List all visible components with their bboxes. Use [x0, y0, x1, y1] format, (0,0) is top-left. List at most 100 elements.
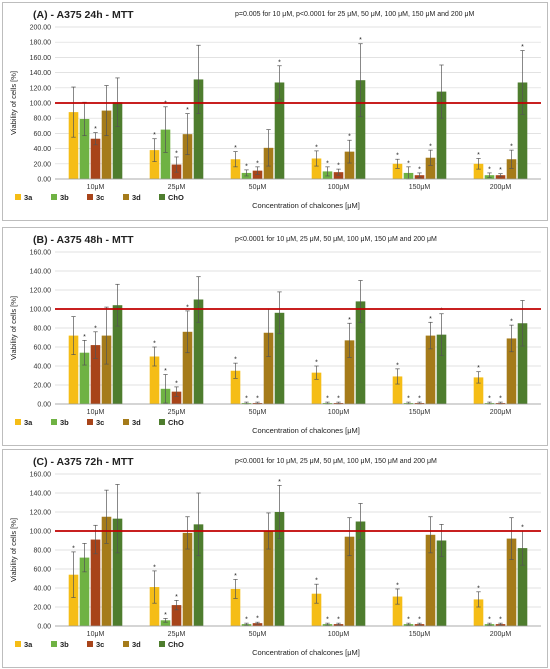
bar-3a: [149, 356, 160, 404]
significance-star: *: [499, 617, 502, 624]
bar-3a: [311, 593, 322, 626]
x-tick-label: 100μM: [328, 631, 350, 638]
x-tick-label: 10μM: [87, 631, 105, 638]
significance-star: *: [337, 163, 340, 170]
significance-star: *: [521, 525, 524, 532]
significance-star: *: [94, 325, 97, 332]
bar-3d: [101, 110, 112, 179]
bar-3c: [495, 175, 506, 179]
bar-3a: [149, 150, 160, 179]
legend-label-ChO: ChO: [168, 640, 184, 649]
bar-ChO: [517, 323, 528, 404]
y-tick-label: 60.00: [33, 345, 51, 352]
significance-star: *: [256, 616, 259, 623]
significance-star: *: [164, 612, 167, 619]
bar-ChO: [436, 334, 447, 404]
x-axis-title: Concentration of chalcones [μM]: [252, 426, 360, 435]
legend-swatch-ChO: [159, 419, 165, 425]
x-tick-label: 100μM: [328, 409, 350, 416]
x-tick-label: 25μM: [168, 184, 186, 191]
bar-3c: [252, 623, 263, 626]
bar-3a: [392, 596, 403, 626]
significance-star: *: [186, 304, 189, 311]
legend-swatch-ChO: [159, 194, 165, 200]
legend-label-3c: 3c: [96, 640, 104, 649]
y-tick-label: 80.00: [33, 116, 51, 123]
legend-swatch-ChO: [159, 641, 165, 647]
bar-3d: [344, 340, 355, 404]
x-tick-label: 200μM: [490, 409, 512, 416]
bar-ChO: [517, 548, 528, 626]
significance-star: *: [94, 126, 97, 133]
legend-swatch-3a: [15, 194, 21, 200]
significance-star: *: [488, 166, 491, 173]
bar-3d: [344, 151, 355, 179]
x-tick-label: 150μM: [409, 631, 431, 638]
x-tick-label: 150μM: [409, 409, 431, 416]
chart-panel-a: (A) - A375 24h - MTT p=0.005 for 10 μM, …: [2, 2, 548, 221]
legend-swatch-3d: [123, 419, 129, 425]
bar-3a: [473, 163, 484, 179]
significance-star: *: [477, 365, 480, 372]
y-tick-label: 180.00: [30, 40, 52, 47]
bar-ChO: [355, 80, 366, 179]
bar-3c: [171, 605, 182, 626]
legend-swatch-3a: [15, 641, 21, 647]
bar-3d: [506, 159, 517, 179]
bar-ChO: [193, 524, 204, 626]
significance-star: *: [315, 578, 318, 585]
y-tick-label: 20.00: [33, 605, 51, 612]
bar-3d: [425, 157, 436, 179]
legend-label-3a: 3a: [24, 418, 33, 427]
legend-label-ChO: ChO: [168, 418, 184, 427]
y-tick-label: 100.00: [30, 529, 52, 536]
bar-3d: [344, 536, 355, 626]
significance-star: *: [153, 132, 156, 139]
bar-3b: [79, 352, 90, 404]
y-tick-label: 0.00: [37, 402, 51, 409]
bar-ChO: [274, 512, 285, 626]
x-tick-label: 50μM: [249, 409, 267, 416]
x-tick-label: 150μM: [409, 184, 431, 191]
bar-3d: [506, 538, 517, 626]
x-tick-label: 100μM: [328, 184, 350, 191]
y-tick-label: 100.00: [30, 307, 52, 314]
significance-star: *: [488, 617, 491, 624]
significance-star: *: [245, 163, 248, 170]
y-tick-label: 120.00: [30, 510, 52, 517]
y-tick-label: 100.00: [30, 101, 52, 108]
x-tick-label: 25μM: [168, 409, 186, 416]
x-tick-label: 200μM: [490, 184, 512, 191]
significance-star: *: [315, 360, 318, 367]
significance-star: *: [488, 396, 491, 403]
y-tick-label: 80.00: [33, 548, 51, 555]
legend-label-3d: 3d: [132, 640, 141, 649]
y-axis-title: Viability of cells [%]: [9, 296, 18, 360]
bar-3a: [473, 377, 484, 404]
legend-label-3b: 3b: [60, 640, 69, 649]
significance-star: *: [315, 144, 318, 151]
y-tick-label: 20.00: [33, 161, 51, 168]
bar-chart-b: 0.00 20.00 40.00 60.00 80.00 100.00 120.00 140.…: [9, 250, 541, 435]
bar-3d: [425, 534, 436, 626]
significance-star: *: [418, 166, 421, 173]
bar-ChO: [355, 301, 366, 404]
significance-star: *: [521, 44, 524, 51]
chart-title: (B) - A375 48h - MTT: [33, 234, 134, 246]
legend-label-3c: 3c: [96, 418, 104, 427]
y-tick-label: 140.00: [30, 491, 52, 498]
significance-star: *: [429, 316, 432, 323]
significance-star: *: [337, 396, 340, 403]
significance-star: *: [429, 144, 432, 151]
bar-ChO: [193, 299, 204, 404]
significance-star: *: [234, 145, 237, 152]
y-axis-title: Viability of cells [%]: [9, 518, 18, 582]
bar-ChO: [436, 91, 447, 179]
legend-label-3a: 3a: [24, 640, 33, 649]
significance-star: *: [153, 564, 156, 571]
bar-3d: [101, 335, 112, 404]
significance-star: *: [510, 319, 513, 326]
significance-star: *: [164, 368, 167, 375]
significance-star: *: [510, 144, 513, 151]
y-tick-label: 160.00: [30, 55, 52, 62]
